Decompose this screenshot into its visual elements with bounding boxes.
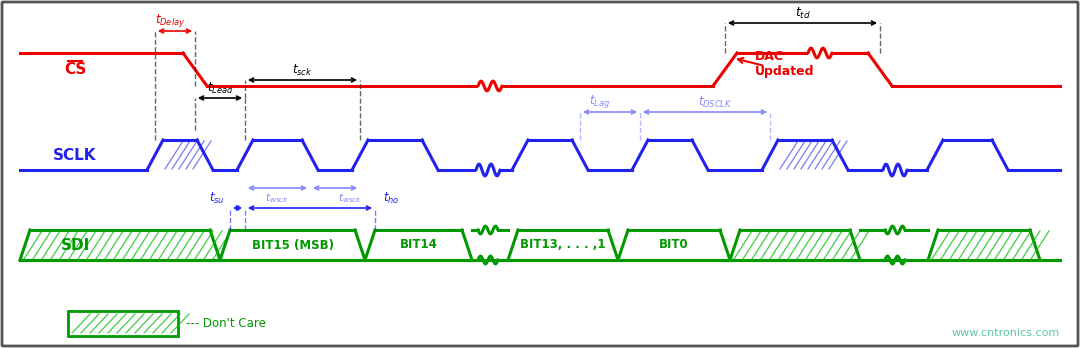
- Text: $t_{su}$: $t_{su}$: [210, 191, 225, 206]
- Text: $t_{wsck}$: $t_{wsck}$: [338, 191, 362, 205]
- Text: $t_{Delay}$: $t_{Delay}$: [154, 12, 185, 29]
- Text: $t_{wsck}$: $t_{wsck}$: [266, 191, 289, 205]
- Text: SCLK: SCLK: [53, 148, 97, 163]
- Text: BIT13, . . . ,1: BIT13, . . . ,1: [521, 238, 606, 252]
- Text: BIT0: BIT0: [659, 238, 689, 252]
- Text: $t_{Lag}$: $t_{Lag}$: [590, 93, 610, 110]
- Text: DAC
Updated: DAC Updated: [755, 50, 814, 78]
- Text: --- Don't Care: --- Don't Care: [186, 317, 266, 330]
- Text: www.cntronics.com: www.cntronics.com: [951, 328, 1059, 338]
- Text: CS: CS: [64, 62, 86, 77]
- Text: $t_{td}$: $t_{td}$: [795, 6, 810, 21]
- Bar: [68, 311, 178, 336]
- Text: $t_{sck}$: $t_{sck}$: [293, 63, 313, 78]
- Text: SDI: SDI: [60, 237, 90, 253]
- Text: $t_{ho}$: $t_{ho}$: [383, 191, 400, 206]
- Text: BIT14: BIT14: [400, 238, 437, 252]
- Text: $t_{DSCLK}$: $t_{DSCLK}$: [698, 95, 732, 110]
- Text: $t_{Lead}$: $t_{Lead}$: [206, 81, 233, 96]
- Text: BIT15 (MSB): BIT15 (MSB): [252, 238, 334, 252]
